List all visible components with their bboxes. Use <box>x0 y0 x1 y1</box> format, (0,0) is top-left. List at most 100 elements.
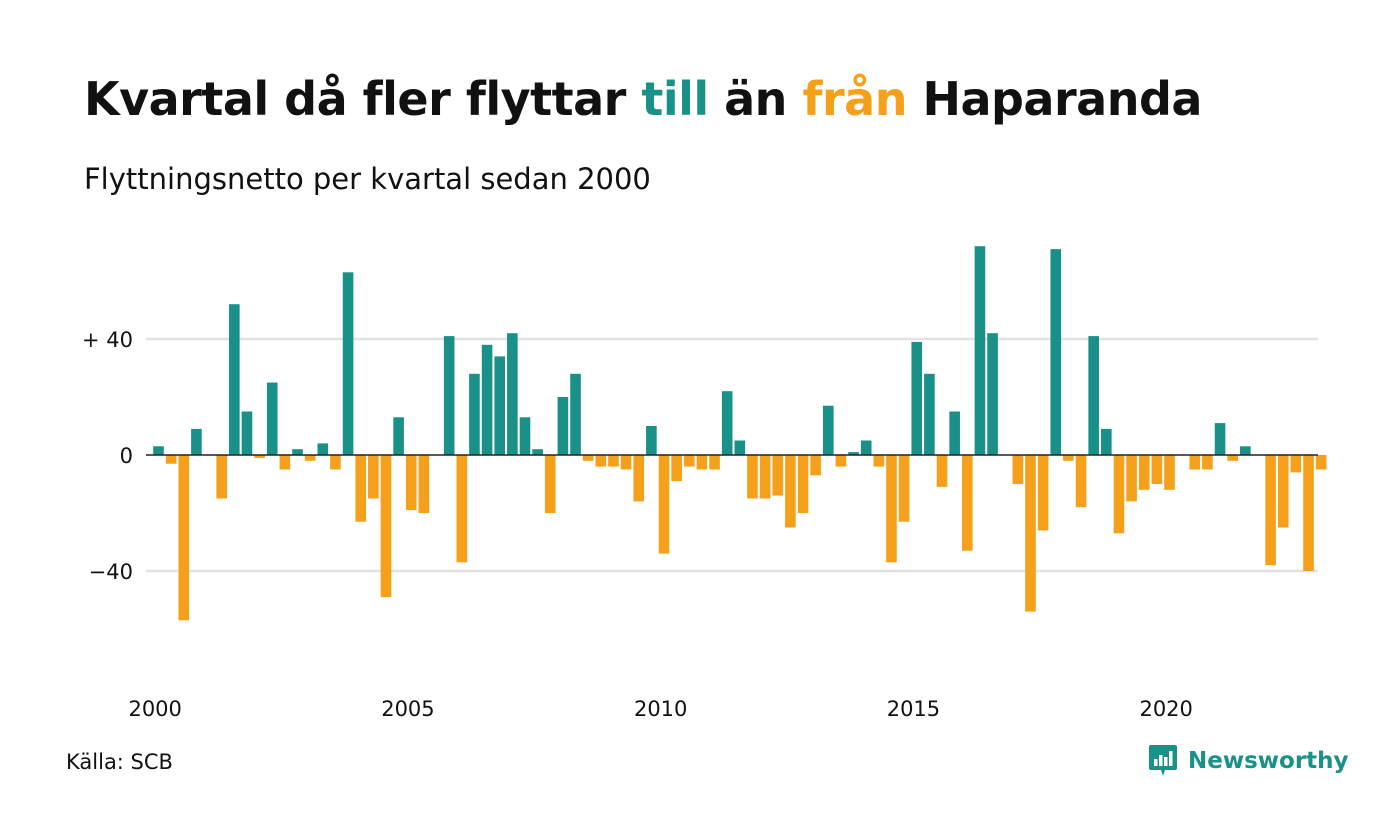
bar <box>266 382 278 455</box>
brand-name: Newsworthy <box>1188 748 1349 774</box>
bar <box>911 341 923 455</box>
bar <box>1151 455 1163 484</box>
bar <box>1164 455 1175 490</box>
bar <box>696 455 708 470</box>
bar <box>835 455 847 467</box>
bar-chart: −40 0 + 40 2000 2005 2010 2015 2020 <box>82 246 1327 721</box>
bar <box>1189 455 1201 470</box>
bar <box>772 455 784 496</box>
chart-subtitle: Flyttningsnetto per kvartal sedan 2000 <box>84 162 651 196</box>
bar <box>1227 455 1238 461</box>
bar <box>153 446 164 455</box>
bar <box>317 443 329 455</box>
bar <box>671 455 682 482</box>
bar <box>873 455 885 467</box>
bar <box>608 455 619 467</box>
bar <box>1101 428 1112 455</box>
bar <box>557 397 569 455</box>
x-tick-label: 2015 <box>887 697 940 721</box>
title-fran-word: från <box>802 72 907 126</box>
bar <box>456 455 468 563</box>
bar <box>924 373 935 455</box>
bar <box>1277 455 1289 528</box>
bar <box>987 333 998 455</box>
bar <box>1037 455 1049 531</box>
bar <box>330 455 341 470</box>
bar <box>355 455 367 522</box>
bar <box>494 356 506 455</box>
bar <box>1265 455 1276 566</box>
bar <box>683 455 695 467</box>
bar <box>519 417 531 455</box>
bar <box>709 455 720 470</box>
bar <box>1088 336 1099 455</box>
bar <box>1214 423 1226 455</box>
bar <box>1303 455 1314 571</box>
source-note: Källa: SCB <box>66 750 173 774</box>
bar <box>860 440 872 455</box>
bar <box>961 455 973 551</box>
bar <box>191 428 202 455</box>
bar <box>886 455 897 563</box>
bar <box>797 455 809 513</box>
bar <box>822 405 834 455</box>
bar <box>481 344 493 455</box>
bar <box>734 440 746 455</box>
bar <box>292 449 303 455</box>
bar <box>570 373 581 455</box>
bar <box>810 455 821 476</box>
bar <box>229 304 240 455</box>
bar <box>595 455 607 467</box>
bar <box>393 417 404 455</box>
bar <box>1075 455 1087 508</box>
bar <box>785 455 796 528</box>
bar <box>1063 455 1074 461</box>
bar <box>1025 455 1036 612</box>
bar <box>1012 455 1024 484</box>
bar <box>342 272 354 455</box>
bar <box>633 455 645 502</box>
x-tick-label: 2000 <box>128 697 181 721</box>
bar <box>936 455 948 487</box>
bar <box>759 455 771 499</box>
bar <box>1126 455 1137 502</box>
y-tick-label: −40 <box>89 560 133 584</box>
bar <box>241 411 253 455</box>
bar <box>747 455 758 499</box>
bar <box>949 411 960 455</box>
y-tick-label: 0 <box>120 444 133 468</box>
bar <box>544 455 556 513</box>
bar <box>620 455 632 470</box>
chart-title: Kvartal då fler flyttar till än från Hap… <box>84 72 1202 126</box>
title-part2: än <box>708 72 803 126</box>
bar <box>646 426 657 455</box>
bar <box>405 455 417 511</box>
bar <box>469 373 480 455</box>
bar <box>304 455 316 461</box>
y-tick-label: + 40 <box>82 328 133 352</box>
bar <box>1315 455 1327 470</box>
bar <box>532 449 543 455</box>
bar <box>418 455 430 513</box>
bar <box>1138 455 1150 490</box>
bar <box>1050 249 1062 455</box>
x-tick-label: 2010 <box>634 697 687 721</box>
bar <box>507 333 518 455</box>
x-tick-label: 2020 <box>1139 697 1192 721</box>
bar <box>848 452 859 455</box>
bar <box>368 455 379 499</box>
bar <box>721 391 733 455</box>
bar <box>380 455 392 598</box>
title-part3: Haparanda <box>906 72 1202 126</box>
bar <box>165 455 177 464</box>
bar <box>1202 455 1213 470</box>
title-part1: Kvartal då fler flyttar <box>84 72 642 126</box>
bar <box>178 455 190 621</box>
bar <box>1240 446 1251 455</box>
bar <box>974 246 986 455</box>
bar <box>216 455 227 499</box>
newsworthy-logo-icon <box>1149 745 1177 776</box>
bar <box>1290 455 1302 473</box>
bar <box>1113 455 1125 534</box>
bar <box>582 455 594 461</box>
